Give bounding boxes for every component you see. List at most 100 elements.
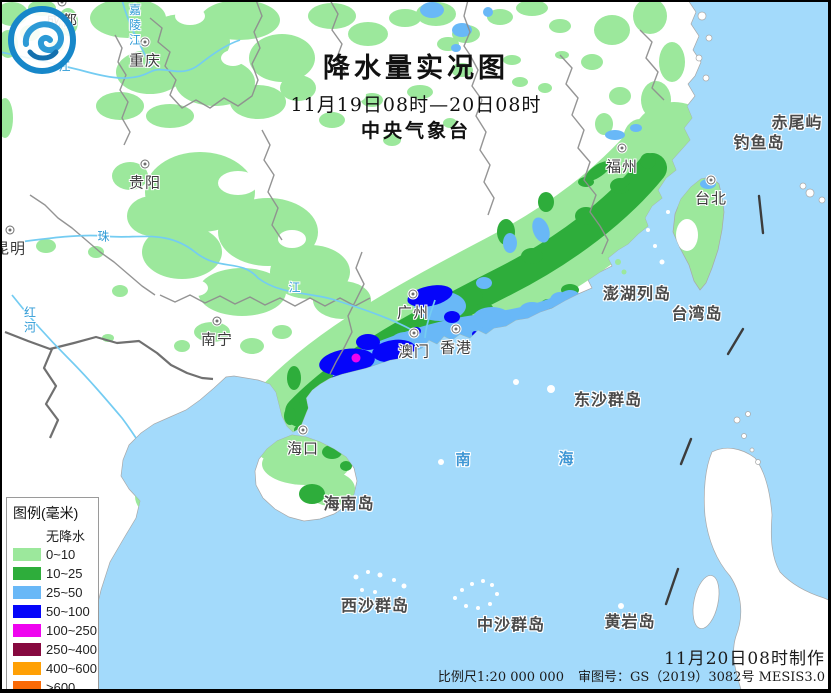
legend-row: 50~100	[13, 602, 98, 621]
city-name: 广州	[396, 304, 430, 322]
island-label-diaoyudao: 钓鱼岛	[733, 135, 785, 152]
approval-line: 比例尺1:20 000 000 审图号：GS（2019）3082号 MESIS3.…	[424, 669, 825, 686]
island-label-penghu: 澎湖列岛	[602, 286, 672, 303]
legend-row: 无降水	[13, 526, 98, 545]
title-block: 降水量实况图 11月19日08时—20日08时 中央气象台	[291, 52, 542, 144]
city-marker-icon	[617, 143, 627, 153]
city-marker-icon	[57, 0, 67, 7]
sea-label-hai: 海	[558, 450, 574, 468]
luzon-west-lobe	[692, 575, 720, 629]
legend-swatch	[13, 681, 41, 693]
legend-swatch	[13, 643, 41, 656]
sea-small-islands	[353, 210, 670, 610]
made-at-timestamp: 11月20日08时制作	[664, 649, 825, 669]
city-marker-icon	[409, 328, 419, 338]
batanes-islands	[733, 411, 761, 465]
city-name: 贵阳	[128, 174, 162, 192]
city-name: 重庆	[128, 52, 162, 70]
legend-swatch	[13, 567, 41, 580]
boundary-dashes	[664, 194, 765, 606]
city-label-hongkong: 香港	[439, 324, 473, 358]
river-label-jialingjiang: 嘉陵江	[127, 3, 142, 49]
page-title: 降水量实况图	[322, 53, 509, 84]
legend-title: 图例(毫米)	[13, 505, 79, 521]
penghu-islands	[615, 259, 627, 275]
island-label-huangyan: 黄岩岛	[604, 614, 656, 631]
city-label-chongqing: 重庆	[128, 37, 162, 71]
legend-label: 25~50	[46, 585, 83, 600]
city-name: 澳门	[397, 343, 431, 361]
island-label-chiweiyu: 赤尾屿	[771, 115, 823, 132]
legend-swatch	[13, 586, 41, 599]
zhejiang-coastal-islands	[695, 11, 713, 82]
legend-row: >600	[13, 678, 98, 693]
time-period: 11月19日08时—20日08时	[290, 94, 542, 116]
precip-100-250	[351, 353, 361, 363]
east-taiwan-islands	[799, 182, 826, 204]
legend-row: 100~250	[13, 621, 98, 640]
island-label-xisha: 西沙群岛	[340, 598, 410, 615]
jialing-river	[121, 0, 153, 69]
city-name: 海口	[286, 440, 320, 458]
city-name: 昆明	[0, 240, 27, 258]
agency-name: 中央气象台	[360, 121, 472, 142]
city-name: 香港	[439, 339, 473, 357]
legend-row: 10~25	[13, 564, 98, 583]
city-marker-icon	[706, 175, 716, 185]
city-label-guangzhou: 广州	[396, 289, 430, 323]
legend-label: 100~250	[46, 623, 97, 638]
island-label-taiwan: 台湾岛	[671, 306, 723, 323]
island-label-zhongsha: 中沙群岛	[476, 617, 546, 634]
legend-row: 250~400	[13, 640, 98, 659]
city-label-taipei: 台北	[694, 175, 728, 209]
legend-label: 0~10	[46, 547, 76, 562]
legend-label: 10~25	[46, 566, 83, 581]
river-label-honghe: 红河	[22, 306, 37, 336]
island-label-hainan: 海南岛	[323, 496, 375, 513]
city-label-fuzhou: 福州	[605, 143, 639, 177]
legend-row: 400~600	[13, 659, 98, 678]
city-label-haikou: 海口	[286, 425, 320, 459]
approval-number: 审图号：GS（2019）3082号 MESIS3.0	[577, 670, 825, 685]
legend-swatch	[13, 624, 41, 637]
map-scale: 比例尺1:20 000 000	[437, 670, 564, 685]
attribution: 11月20日08时制作 比例尺1:20 000 000 审图号：GS（2019）3…	[424, 649, 825, 686]
city-name: 福州	[605, 158, 639, 176]
city-label-kunming: 昆明	[0, 225, 27, 259]
legend-swatch	[13, 605, 41, 618]
city-marker-icon	[5, 225, 15, 235]
river-label-zhu: 珠	[97, 229, 111, 244]
city-marker-icon	[451, 324, 461, 334]
sea-label-nan: 南	[455, 451, 471, 469]
national-border	[4, 330, 214, 439]
cma-logo-icon	[8, 6, 76, 74]
island-label-dongsha: 东沙群岛	[573, 392, 643, 409]
legend-label: >600	[46, 680, 76, 693]
city-label-nanning: 南宁	[200, 316, 234, 350]
city-label-guiyang: 贵阳	[128, 159, 162, 193]
city-marker-icon	[140, 37, 150, 47]
city-marker-icon	[212, 316, 222, 326]
legend-swatch	[13, 548, 41, 561]
legend-row: 0~10	[13, 545, 98, 564]
legend: 图例(毫米) 无降水 0~10 10~25 25~50 50~100 100~2…	[6, 497, 99, 693]
red-river	[11, 294, 137, 439]
city-marker-icon	[140, 159, 150, 169]
legend-label: 400~600	[46, 661, 97, 676]
legend-swatch	[13, 529, 41, 542]
city-name: 南宁	[200, 331, 234, 349]
city-label-macau: 澳门	[397, 328, 431, 362]
city-marker-icon	[408, 289, 418, 299]
legend-row: 25~50	[13, 583, 98, 602]
legend-label: 50~100	[46, 604, 90, 619]
city-marker-icon	[298, 425, 308, 435]
province-borders	[29, 0, 665, 375]
legend-label: 无降水	[46, 529, 86, 544]
legend-label: 250~400	[46, 642, 97, 657]
bei-river	[424, 299, 436, 339]
pearl-river	[19, 234, 413, 331]
river-label-jiang-east: 江	[288, 280, 302, 295]
city-name: 台北	[694, 190, 728, 208]
